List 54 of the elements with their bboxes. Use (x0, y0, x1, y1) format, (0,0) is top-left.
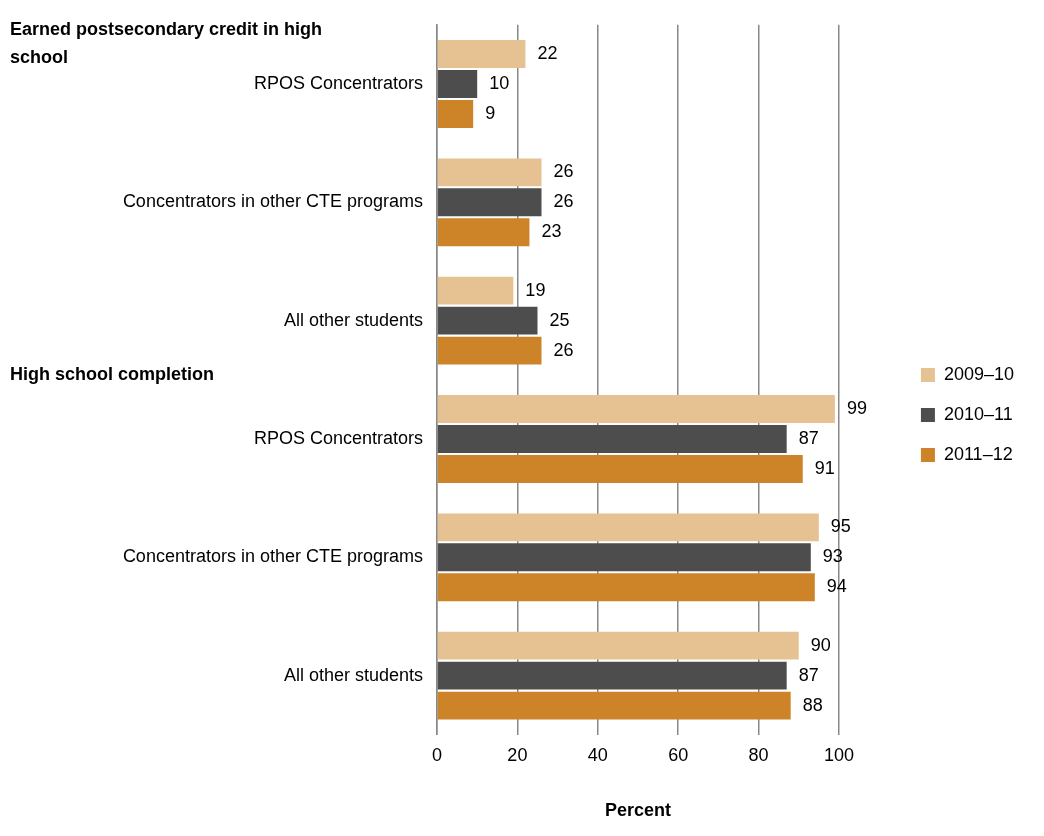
data-label: 22 (537, 42, 558, 63)
data-label: 88 (802, 694, 823, 715)
bar (437, 513, 819, 542)
bar (437, 631, 799, 660)
data-label: 9 (485, 102, 496, 123)
bar (437, 395, 835, 423)
y-tick-label: All other students (283, 309, 423, 330)
y-tick-label: RPOS Concentrators (253, 427, 423, 448)
text: Earned postsecondary credit in high school (10, 18, 323, 67)
x-tick-label: 40 (587, 744, 608, 765)
bar (437, 276, 514, 305)
x-tick-label: 60 (668, 744, 689, 765)
bar (437, 336, 542, 365)
bar (437, 218, 530, 247)
x-tick-label: 0 (431, 744, 443, 765)
bar (437, 306, 538, 335)
data-label: 19 (525, 279, 546, 300)
data-label: 95 (830, 516, 851, 537)
bar (437, 455, 803, 483)
bar (437, 40, 526, 68)
data-label: 23 (541, 221, 562, 242)
bar (437, 188, 542, 217)
data-label: 10 (489, 72, 510, 93)
legend-label: 2009–10 (943, 363, 1014, 384)
x-tick-label: 100 (823, 744, 854, 765)
y-tick-label: RPOS Concentrators (253, 72, 423, 93)
y-tick-label: All other students (283, 664, 423, 685)
x-tick-label: 80 (748, 744, 769, 765)
bar (437, 691, 791, 720)
data-label: 93 (822, 546, 843, 567)
data-label: 26 (553, 339, 574, 360)
bar (437, 100, 474, 128)
text: High school completion (10, 363, 215, 384)
data-label: 99 (846, 397, 867, 418)
data-label: 26 (553, 191, 574, 212)
data-label: 87 (798, 427, 819, 448)
y-tick-label: Concentrators in other CTE programs (122, 546, 423, 567)
x-axis-title: Percent (604, 800, 671, 821)
bar (437, 543, 811, 572)
data-label: 87 (798, 664, 819, 685)
y-tick-label: Concentrators in other CTE programs (122, 191, 423, 212)
data-label: 94 (826, 576, 847, 597)
bar (437, 425, 787, 453)
bar (437, 70, 478, 98)
data-label: 25 (549, 309, 570, 330)
data-label: 90 (810, 634, 831, 655)
data-label: 26 (553, 161, 574, 182)
bar (437, 661, 787, 690)
legend-label: 2011–12 (943, 443, 1013, 464)
bar (437, 573, 815, 602)
bar (437, 158, 542, 187)
x-tick-label: 20 (507, 744, 528, 765)
legend-label: 2010–11 (943, 403, 1013, 424)
data-label: 91 (814, 457, 835, 478)
